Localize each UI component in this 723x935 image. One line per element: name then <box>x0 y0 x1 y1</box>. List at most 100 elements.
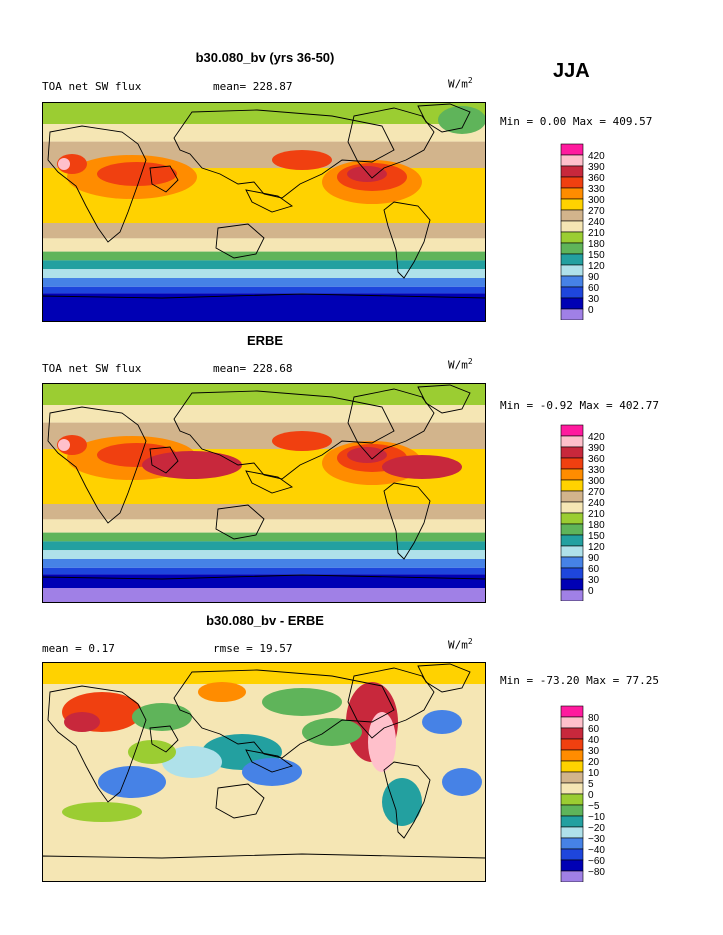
panel3-title: b30.080_bv - ERBE <box>206 613 324 628</box>
colorbar-swatch <box>560 297 584 310</box>
field-band <box>42 238 486 252</box>
field-region <box>128 740 176 764</box>
panel1-mean-label: mean= 228.87 <box>213 80 293 93</box>
field-region <box>302 718 362 746</box>
colorbar-swatch <box>560 154 584 167</box>
coastline <box>47 125 147 243</box>
coastline <box>347 107 435 179</box>
panel1-units: W/m2 <box>448 76 473 91</box>
colorbar-swatch <box>560 187 584 200</box>
coastline <box>42 574 486 603</box>
field-region <box>262 688 342 716</box>
panel1-map <box>42 102 486 322</box>
colorbar-tick-label: 300 <box>588 195 605 206</box>
colorbar-swatch <box>560 804 584 817</box>
colorbar-swatch <box>560 749 584 762</box>
coastline <box>347 667 435 739</box>
coastline <box>383 201 431 279</box>
colorbar-swatch <box>560 209 584 222</box>
colorbar-tick-label: 180 <box>588 239 605 250</box>
colorbar-swatch <box>560 716 584 729</box>
panel1-min-max: Min = 0.00 Max = 409.57 <box>500 115 653 128</box>
field-region <box>97 162 177 186</box>
field-band <box>42 260 486 270</box>
colorbar-tick-label: 360 <box>588 173 605 184</box>
coastline <box>215 504 265 540</box>
field-band <box>42 405 486 423</box>
colorbar-swatch <box>560 589 584 601</box>
field-region <box>64 712 100 732</box>
colorbar-tick-label: −10 <box>588 812 605 823</box>
colorbar-tick-label: 120 <box>588 542 605 553</box>
colorbar-tick-label: 210 <box>588 228 605 239</box>
units-exponent: 2 <box>467 637 473 646</box>
colorbar-tick-label: 90 <box>588 553 600 564</box>
colorbar-tick-label: 20 <box>588 757 600 768</box>
colorbar-tick-label: 60 <box>588 724 600 735</box>
field-band <box>42 383 486 405</box>
colorbar-tick-label: 300 <box>588 476 605 487</box>
colorbar-swatch <box>560 446 584 459</box>
field-band <box>42 504 486 520</box>
colorbar-swatch <box>560 859 584 872</box>
coastline <box>417 384 471 414</box>
colorbar-swatch <box>560 727 584 740</box>
field-band <box>42 223 486 239</box>
field-region <box>58 158 70 170</box>
field-region <box>132 703 192 731</box>
colorbar-tick-label: 390 <box>588 443 605 454</box>
colorbar-swatch <box>560 264 584 277</box>
colorbar-swatch <box>560 760 584 773</box>
colorbar-swatch <box>560 826 584 839</box>
colorbar-swatch <box>560 479 584 492</box>
colorbar-tick-label: 150 <box>588 531 605 542</box>
field-region <box>62 802 142 822</box>
field-region <box>382 778 422 826</box>
colorbar-tick-label: 60 <box>588 283 600 294</box>
colorbar-tick-label: 40 <box>588 735 600 746</box>
colorbar-swatch <box>560 231 584 244</box>
colorbar-swatch <box>560 424 584 437</box>
coastline <box>417 663 471 693</box>
colorbar-tick-label: 390 <box>588 162 605 173</box>
field-band <box>42 278 486 287</box>
colorbar-tick-label: 210 <box>588 509 605 520</box>
field-band <box>42 124 486 142</box>
colorbar-tick-label: 90 <box>588 272 600 283</box>
colorbar-tick-label: −80 <box>588 867 605 878</box>
panel2-units: W/m2 <box>448 357 473 372</box>
colorbar-swatch <box>560 275 584 288</box>
coastline <box>47 406 147 524</box>
panel1-title: b30.080_bv (yrs 36-50) <box>195 50 335 65</box>
colorbar-swatch <box>560 253 584 266</box>
colorbar-swatch <box>560 815 584 828</box>
colorbar-swatch <box>560 534 584 547</box>
field-band <box>42 269 486 278</box>
colorbar-swatch <box>560 308 584 320</box>
coastline <box>245 189 294 213</box>
field-region <box>347 447 387 463</box>
field-band <box>42 102 486 124</box>
field-region <box>272 431 332 451</box>
coastline <box>417 103 471 133</box>
coastline <box>42 293 486 322</box>
colorbar-swatch <box>560 490 584 503</box>
field-region <box>272 150 332 170</box>
colorbar-swatch <box>560 848 584 861</box>
colorbar-tick-label: 240 <box>588 498 605 509</box>
colorbar-swatch <box>560 793 584 806</box>
coastline <box>383 482 431 560</box>
field-region <box>347 166 387 182</box>
panel3-mean-label: mean = 0.17 <box>42 642 115 655</box>
colorbar-swatch <box>560 143 584 156</box>
colorbar-swatch <box>560 242 584 255</box>
coastline <box>173 390 395 480</box>
colorbar-swatch <box>560 556 584 569</box>
field-region <box>58 439 70 451</box>
field-band <box>42 519 486 533</box>
panel3-units: W/m2 <box>448 637 473 652</box>
field-band <box>42 550 486 559</box>
field-band <box>42 532 486 542</box>
panel2-title: ERBE <box>246 333 284 348</box>
colorbar-tick-label: 10 <box>588 768 600 779</box>
